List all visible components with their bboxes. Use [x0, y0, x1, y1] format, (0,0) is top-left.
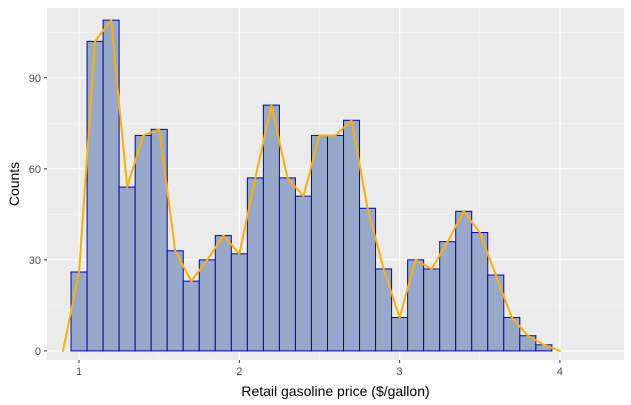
- y-tick-label: 30: [29, 255, 41, 267]
- x-axis-title: Retail gasoline price ($/gallon): [241, 383, 429, 399]
- frequency-polygon: [62, 19, 561, 352]
- histogram-bar: [455, 210, 473, 352]
- histogram-bar: [86, 40, 104, 352]
- x-axis-ticks: 1 2 3 4: [76, 360, 563, 378]
- histogram-bar: [391, 317, 409, 352]
- histogram-bar: [407, 259, 425, 352]
- histogram-bar: [278, 177, 296, 352]
- histogram-bar: [150, 128, 168, 352]
- histogram-bar: [375, 268, 393, 352]
- x-tick-label: 4: [557, 366, 563, 378]
- histogram-bar: [471, 232, 489, 352]
- x-tick-label: 3: [397, 366, 403, 378]
- histogram-bar: [487, 274, 505, 352]
- x-tick-label: 2: [236, 366, 242, 378]
- y-axis-ticks: 0 30 60 90: [29, 73, 47, 358]
- histogram-bar: [230, 253, 248, 352]
- y-tick-label: 90: [29, 73, 41, 85]
- histogram-bar: [214, 235, 232, 352]
- histogram-bar: [134, 134, 152, 352]
- y-tick-label: 60: [29, 164, 41, 176]
- histogram-bar: [166, 250, 184, 352]
- x-tick-label: 1: [76, 366, 82, 378]
- histogram-bar: [310, 134, 328, 352]
- histogram-bar: [294, 195, 312, 352]
- y-axis-title: Counts: [6, 162, 22, 206]
- histogram-bar: [182, 280, 200, 352]
- histogram-bar: [198, 259, 216, 352]
- histogram-bar: [262, 104, 280, 352]
- histogram-bar: [423, 268, 441, 352]
- frequency-polygon-line: [62, 19, 561, 352]
- y-tick-label: 0: [35, 346, 41, 358]
- histogram-bar: [118, 186, 136, 352]
- histogram-bar: [70, 271, 88, 352]
- histogram-bar: [439, 241, 457, 352]
- histogram-bar: [326, 134, 345, 352]
